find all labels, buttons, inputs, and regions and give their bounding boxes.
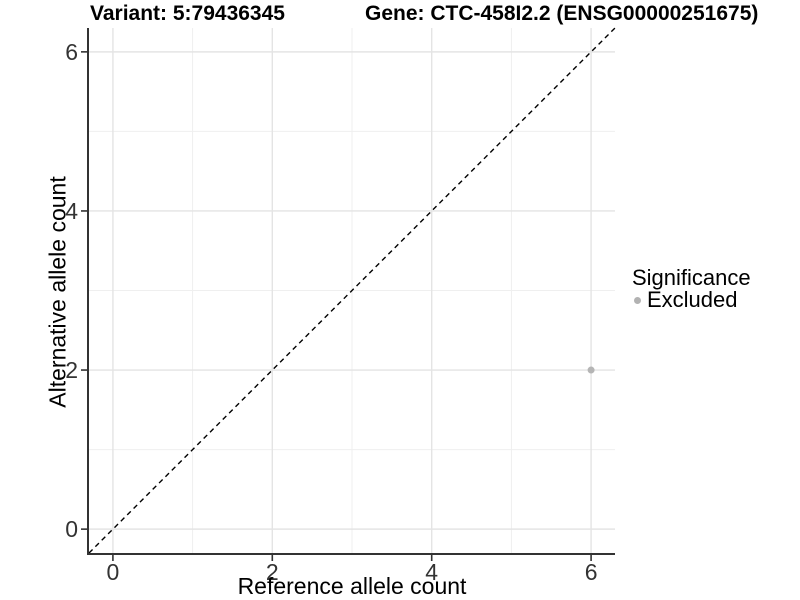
y-tick-label: 6 — [65, 39, 78, 65]
plot-title-gene: Gene: CTC-458I2.2 (ENSG00000251675) — [365, 2, 759, 25]
y-tick-label: 2 — [65, 357, 78, 383]
legend-point-icon — [634, 296, 641, 304]
legend-title: Significance — [632, 265, 751, 290]
data-point — [587, 366, 595, 374]
y-tick-label: 0 — [65, 516, 78, 542]
x-tick-label: 6 — [585, 559, 598, 585]
legend-item-excluded: Excluded — [632, 287, 751, 312]
y-axis-label: Alternative allele count — [44, 176, 71, 408]
legend-item-label: Excluded — [647, 287, 738, 312]
x-tick-label: 2 — [266, 559, 279, 585]
legend: Significance Excluded — [632, 265, 751, 312]
x-axis-label: Reference allele count — [237, 573, 467, 599]
x-tick-label: 0 — [107, 559, 120, 585]
plot-title-variant: Variant: 5:79436345 — [90, 2, 285, 25]
y-tick-label: 4 — [65, 198, 78, 224]
identity-reference-line — [88, 27, 616, 554]
x-tick-label: 4 — [425, 559, 438, 585]
